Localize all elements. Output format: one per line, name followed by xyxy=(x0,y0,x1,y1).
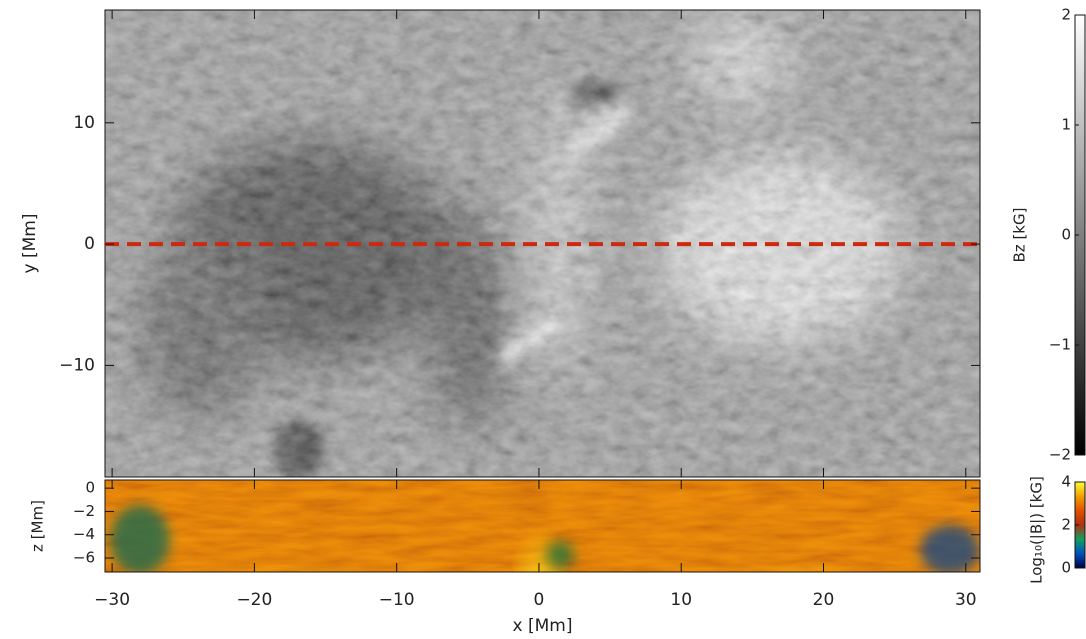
y-axis-label: y [Mm] xyxy=(20,214,40,274)
x-tick-label: 20 xyxy=(813,590,835,610)
y-tick-label: −6 xyxy=(73,549,95,567)
colorbar-tick-label: 0 xyxy=(1061,226,1071,244)
y-axis-label: z [Mm] xyxy=(29,500,47,552)
colorbar-tick-label: 2 xyxy=(1061,6,1071,24)
x-tick-label: −30 xyxy=(94,590,130,610)
colorbar-tick-label: −1 xyxy=(1049,336,1071,354)
y-tick-label: 0 xyxy=(84,234,95,254)
colorbar-tick-label: 4 xyxy=(1061,473,1071,491)
colorbar-label: Bz [kG] xyxy=(1011,208,1029,263)
bottom-frame xyxy=(104,479,981,573)
x-axis-label: x [Mm] xyxy=(513,616,573,636)
colorbar-tick-label: −2 xyxy=(1049,446,1071,464)
colorbar-tick-label: 2 xyxy=(1061,516,1071,534)
colorbar-tick-label: 1 xyxy=(1061,116,1071,134)
y-tick-label: −2 xyxy=(73,502,95,520)
magnetogram-image xyxy=(105,10,980,477)
colorbar-tick-label: 0 xyxy=(1061,559,1071,577)
x-tick-label: 0 xyxy=(534,590,545,610)
y-tick-label: −4 xyxy=(73,525,95,543)
y-tick-label: −10 xyxy=(59,355,95,375)
x-tick-label: −20 xyxy=(236,590,272,610)
x-tick-label: 30 xyxy=(955,590,977,610)
colorbar-label: Log₁₀(|B|) [kG] xyxy=(1028,476,1046,584)
x-tick-label: −10 xyxy=(379,590,415,610)
y-tick-label: 0 xyxy=(85,479,95,497)
x-tick-label: 10 xyxy=(670,590,692,610)
y-tick-label: 10 xyxy=(73,113,95,133)
field-strength-image xyxy=(105,480,980,572)
